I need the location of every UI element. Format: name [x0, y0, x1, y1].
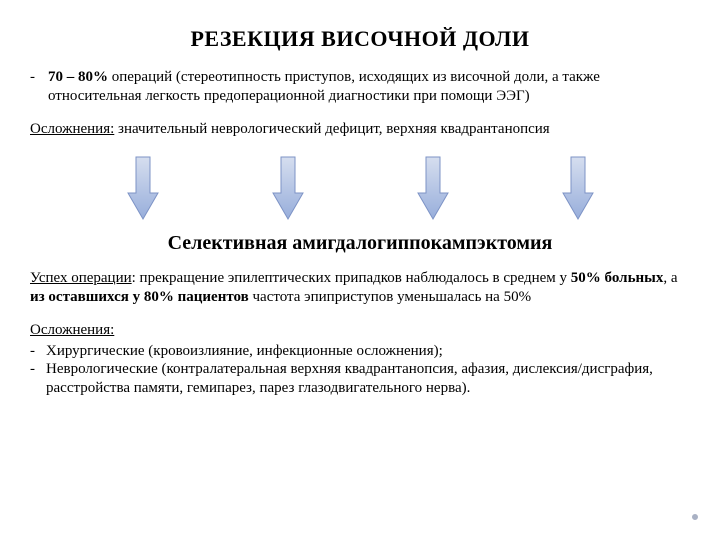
- complications-label-1: Осложнения:: [30, 121, 114, 137]
- success-seg3: частота эпиприступов уменьшалась на 50%: [249, 289, 531, 305]
- success-seg1: : прекращение эпилептических припадков н…: [132, 270, 571, 286]
- dash-mark: -: [30, 68, 40, 106]
- down-arrow-icon: [126, 155, 160, 221]
- list-item-text: Хирургические (кровоизлияние, инфекционн…: [46, 342, 690, 361]
- complications-text-1: значительный неврологический дефицит, ве…: [114, 121, 549, 137]
- paragraph-stats-text: 70 – 80% операций (стереотипность присту…: [48, 68, 690, 106]
- arrow-row: [70, 152, 650, 224]
- down-arrow-icon: [271, 155, 305, 221]
- dash-mark: -: [30, 360, 46, 398]
- section-subtitle: Селективная амигдалогиппокампэктомия: [30, 232, 690, 255]
- complications-block: Осложнения: - Хирургические (кровоизлиян…: [30, 321, 690, 398]
- success-bold2: из оставшихся у 80% пациентов: [30, 289, 249, 305]
- list-item: - Хирургические (кровоизлияние, инфекцио…: [30, 342, 690, 361]
- slide: РЕЗЕКЦИЯ ВИСОЧНОЙ ДОЛИ - 70 – 80% операц…: [0, 0, 720, 540]
- page-title: РЕЗЕКЦИЯ ВИСОЧНОЙ ДОЛИ: [30, 26, 690, 52]
- paragraph-complications-1: Осложнения: значительный неврологический…: [30, 120, 690, 139]
- stat-percent: 70 – 80%: [48, 69, 108, 85]
- list-item: - Неврологические (контралатеральная вер…: [30, 360, 690, 398]
- stat-rest: операций (стереотипность приступов, исхо…: [48, 69, 600, 104]
- success-seg2: , а: [663, 270, 677, 286]
- down-arrow-icon: [416, 155, 450, 221]
- corner-decoration: [691, 513, 699, 521]
- success-label: Успех операции: [30, 270, 132, 286]
- success-bold1: 50% больных: [571, 270, 664, 286]
- complications-label-2: Осложнения:: [30, 321, 690, 340]
- down-arrow-icon: [561, 155, 595, 221]
- list-item-text: Неврологические (контралатеральная верхн…: [46, 360, 690, 398]
- paragraph-success: Успех операции: прекращение эпилептическ…: [30, 269, 690, 307]
- dash-mark: -: [30, 342, 46, 361]
- paragraph-stats: - 70 – 80% операций (стереотипность прис…: [30, 68, 690, 106]
